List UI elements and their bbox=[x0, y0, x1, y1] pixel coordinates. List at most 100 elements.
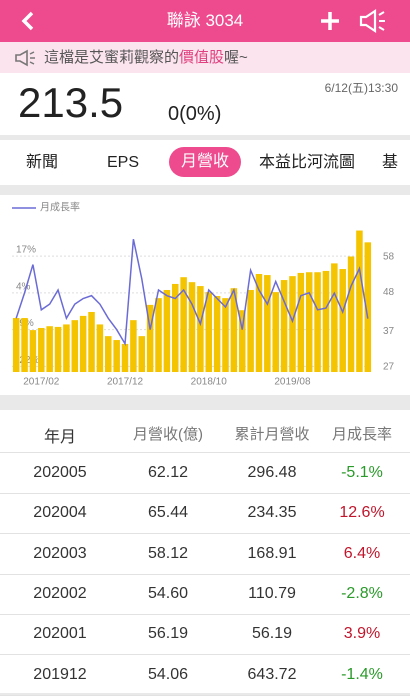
bar bbox=[222, 298, 229, 372]
table-cell: 56.19 bbox=[147, 625, 189, 643]
bar bbox=[205, 292, 213, 372]
y2-tick-label: 27 bbox=[383, 362, 395, 373]
table-cell: 3.9% bbox=[343, 625, 381, 643]
tab[interactable]: 基 bbox=[381, 154, 399, 171]
back-button[interactable] bbox=[20, 10, 36, 32]
x-tick-label: 2019/08 bbox=[274, 377, 311, 388]
table-cell: 56.19 bbox=[251, 625, 293, 643]
header-cell: 月營收(億) bbox=[133, 426, 203, 443]
bar bbox=[322, 270, 330, 372]
y-tick-label: 4% bbox=[16, 281, 31, 292]
bar bbox=[255, 274, 263, 372]
table-cell: 54.60 bbox=[147, 584, 189, 602]
bar bbox=[238, 310, 246, 372]
bar bbox=[264, 275, 271, 372]
bar bbox=[171, 283, 179, 372]
chart: 17%4%-9%-22%273748582017/022017/122018/1… bbox=[12, 201, 395, 388]
tab[interactable]: 新聞 bbox=[25, 154, 59, 171]
bar bbox=[230, 288, 238, 372]
header-cell: 年月 bbox=[43, 429, 77, 446]
chart-card: 17%4%-9%-22%273748582017/022017/122018/1… bbox=[0, 195, 410, 395]
bar bbox=[146, 304, 154, 372]
notice-icon bbox=[15, 49, 35, 67]
bar bbox=[121, 343, 129, 372]
bar bbox=[163, 289, 171, 372]
line bbox=[15, 238, 369, 347]
legend-label: 月成長率 bbox=[40, 201, 80, 214]
bar bbox=[63, 324, 70, 372]
x-tick-label: 2017/12 bbox=[107, 377, 144, 388]
y-tick-label: 17% bbox=[16, 245, 36, 256]
table-header: 年月 月營收(億) 累計月營收 月成長率 bbox=[0, 412, 410, 453]
quote-time: 6/12(五)13:30 bbox=[324, 81, 398, 95]
table-cell: 110.79 bbox=[248, 584, 296, 602]
bar bbox=[280, 280, 288, 372]
price: 213.5 bbox=[18, 79, 124, 126]
table-cell: 202004 bbox=[33, 504, 87, 522]
bar bbox=[213, 296, 221, 372]
bar bbox=[155, 298, 162, 372]
bar bbox=[138, 336, 146, 372]
revenue-table: 年月 月營收(億) 累計月營收 月成長率 202005 62.12 296.48 -5.1% 2… bbox=[0, 410, 410, 696]
notice-highlight: 價值股 bbox=[179, 49, 225, 66]
bar bbox=[289, 276, 296, 372]
y2-tick-label: 37 bbox=[383, 326, 395, 337]
bar bbox=[297, 272, 305, 372]
bar bbox=[364, 242, 372, 372]
bar bbox=[305, 272, 313, 372]
tab[interactable]: EPS bbox=[106, 154, 140, 171]
bar bbox=[105, 336, 112, 372]
table-cell: 202001 bbox=[33, 625, 87, 643]
tab[interactable]: 本益比河流圖 bbox=[258, 154, 356, 171]
header-cell: 累計月營收 bbox=[234, 426, 310, 443]
table-cell: 54.06 bbox=[147, 665, 189, 683]
table-row: 202004 65.44 234.35 12.6% bbox=[0, 493, 410, 535]
table-cell: 6.4% bbox=[343, 544, 381, 562]
price-change: 0(0%) bbox=[168, 103, 222, 125]
table-row: 202003 58.12 168.91 6.4% bbox=[0, 534, 410, 575]
table-cell: -2.8% bbox=[341, 584, 383, 602]
table-cell: 202002 bbox=[33, 584, 87, 602]
bar bbox=[88, 311, 95, 372]
bar bbox=[347, 256, 355, 372]
table-cell: -1.4% bbox=[341, 665, 383, 683]
bar bbox=[54, 326, 62, 372]
bar bbox=[71, 320, 79, 372]
table-cell: 202003 bbox=[33, 544, 87, 562]
y2-tick-label: 58 bbox=[383, 252, 395, 263]
table-cell: 58.12 bbox=[147, 544, 189, 562]
bar bbox=[356, 230, 363, 372]
bar bbox=[130, 320, 137, 372]
tab[interactable]: 月營收 bbox=[168, 147, 242, 177]
bar bbox=[339, 269, 346, 372]
bar bbox=[197, 286, 204, 372]
header-bar: 聯詠 3034 bbox=[0, 0, 410, 42]
bar bbox=[29, 330, 37, 372]
x-tick-label: 2017/02 bbox=[23, 377, 60, 388]
table-cell: 202005 bbox=[33, 464, 87, 481]
table-cell: 234.35 bbox=[247, 504, 297, 522]
tab-bar: 新聞 EPS 月營收 本益比河流圖 基 bbox=[0, 140, 410, 185]
bar bbox=[96, 324, 104, 372]
announce-button[interactable] bbox=[358, 8, 388, 34]
add-button[interactable] bbox=[320, 11, 340, 31]
table-row: 202001 56.19 56.19 3.9% bbox=[0, 614, 410, 656]
table-cell: 643.72 bbox=[247, 665, 297, 683]
quote-panel: 213.5 0(0%) 6/12(五)13:30 bbox=[0, 73, 410, 135]
bar bbox=[272, 292, 279, 372]
y2-tick-label: 48 bbox=[383, 287, 395, 298]
x-tick-label: 2018/10 bbox=[191, 377, 228, 388]
header-title: 聯詠 3034 bbox=[166, 11, 244, 30]
table-cell: 296.48 bbox=[247, 464, 297, 481]
bar bbox=[38, 327, 45, 372]
bar bbox=[113, 340, 120, 372]
table-cell: 62.12 bbox=[147, 464, 189, 481]
bar bbox=[21, 318, 28, 372]
bar bbox=[12, 318, 20, 372]
table-cell: 65.44 bbox=[147, 504, 189, 522]
table-cell: 201912 bbox=[33, 665, 87, 683]
notice-text: 這檔是艾蜜莉觀察的價值股喔~ bbox=[44, 42, 248, 73]
bar bbox=[247, 289, 254, 372]
bar bbox=[46, 326, 53, 372]
